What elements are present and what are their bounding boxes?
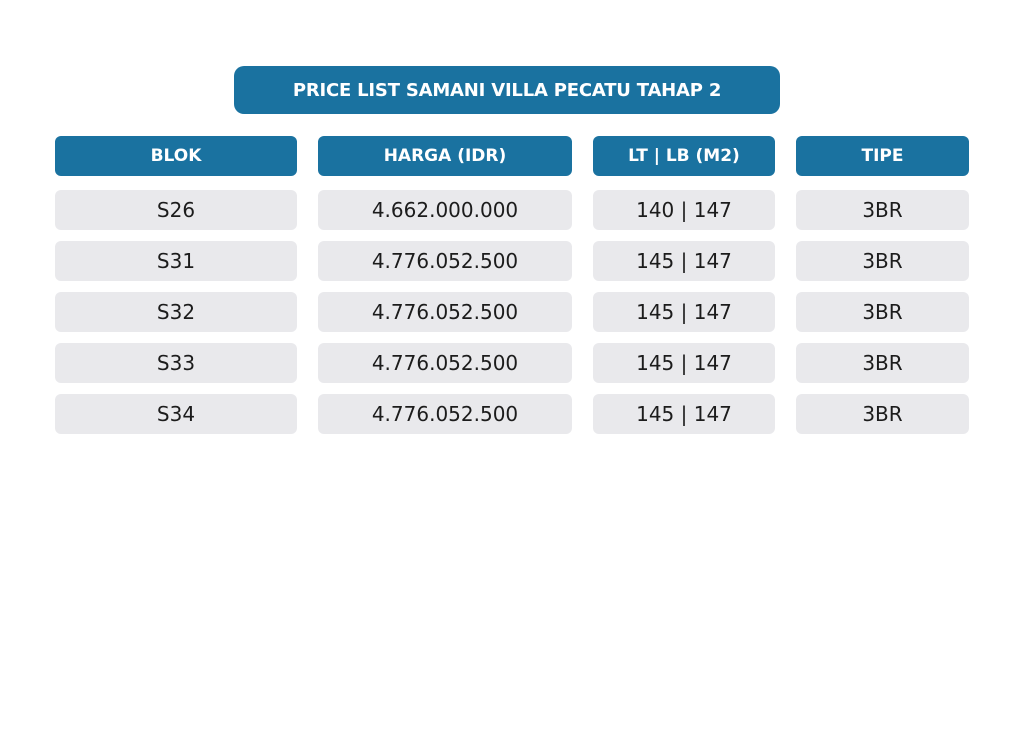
table-cell-tipe: 3BR: [796, 292, 969, 332]
table-cell-lt-lb: 145 | 147: [593, 394, 775, 434]
table-cell-lt-lb: 145 | 147: [593, 241, 775, 281]
table-cell-lt-lb: 140 | 147: [593, 190, 775, 230]
table-cell-blok: S31: [55, 241, 297, 281]
table-cell-tipe: 3BR: [796, 394, 969, 434]
table-cell-blok: S34: [55, 394, 297, 434]
table-cell-tipe: 3BR: [796, 190, 969, 230]
table-cell-harga: 4.662.000.000: [318, 190, 572, 230]
table-cell-blok: S26: [55, 190, 297, 230]
page-title: PRICE LIST SAMANI VILLA PECATU TAHAP 2: [234, 66, 780, 114]
table-cell-harga: 4.776.052.500: [318, 343, 572, 383]
table-cell-blok: S32: [55, 292, 297, 332]
column-header-blok: BLOK: [55, 136, 297, 176]
table-cell-tipe: 3BR: [796, 241, 969, 281]
table-cell-tipe: 3BR: [796, 343, 969, 383]
table-cell-lt-lb: 145 | 147: [593, 343, 775, 383]
table-cell-blok: S33: [55, 343, 297, 383]
column-header-lt-lb: LT | LB (M2): [593, 136, 775, 176]
table-cell-harga: 4.776.052.500: [318, 241, 572, 281]
column-header-harga: HARGA (IDR): [318, 136, 572, 176]
table-cell-harga: 4.776.052.500: [318, 394, 572, 434]
table-cell-harga: 4.776.052.500: [318, 292, 572, 332]
column-header-tipe: TIPE: [796, 136, 969, 176]
table-cell-lt-lb: 145 | 147: [593, 292, 775, 332]
